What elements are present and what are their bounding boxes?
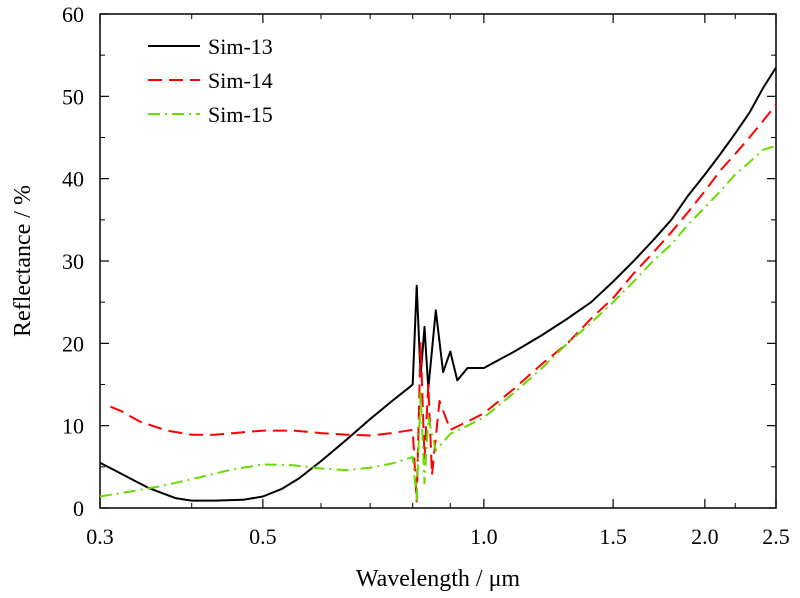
series-lines (99, 66, 777, 503)
series-line-sim-13 (99, 66, 777, 502)
legend-label: Sim-14 (208, 68, 273, 93)
y-tick-label: 30 (62, 249, 84, 274)
x-tick-label: 1.0 (470, 524, 498, 549)
y-tick-label: 20 (62, 331, 84, 356)
y-tick-label: 60 (62, 2, 84, 27)
x-tick-label: 2.5 (762, 524, 790, 549)
series-line-sim-15 (99, 144, 777, 501)
y-tick-label: 40 (62, 167, 84, 192)
axis-ticks: 0.3 0.5 1.0 1.5 2.0 2.5 0 10 20 30 40 50 60 (62, 2, 790, 549)
y-tick-label: 10 (62, 414, 84, 439)
y-axis-title: Reflectance / % (10, 185, 36, 337)
legend-label: Sim-15 (208, 102, 273, 127)
x-axis-title: Wavelength / μm (356, 566, 521, 592)
x-tick-label: 2.0 (691, 524, 719, 549)
legend: Sim-13 Sim-14 Sim-15 (148, 34, 273, 127)
legend-label: Sim-13 (208, 34, 273, 59)
series-line-sim-14 (110, 103, 777, 503)
x-tick-label: 1.5 (599, 524, 627, 549)
y-tick-label: 0 (73, 496, 84, 521)
y-tick-label: 50 (62, 84, 84, 109)
x-tick-label: 0.3 (86, 524, 114, 549)
x-tick-label: 0.5 (249, 524, 277, 549)
